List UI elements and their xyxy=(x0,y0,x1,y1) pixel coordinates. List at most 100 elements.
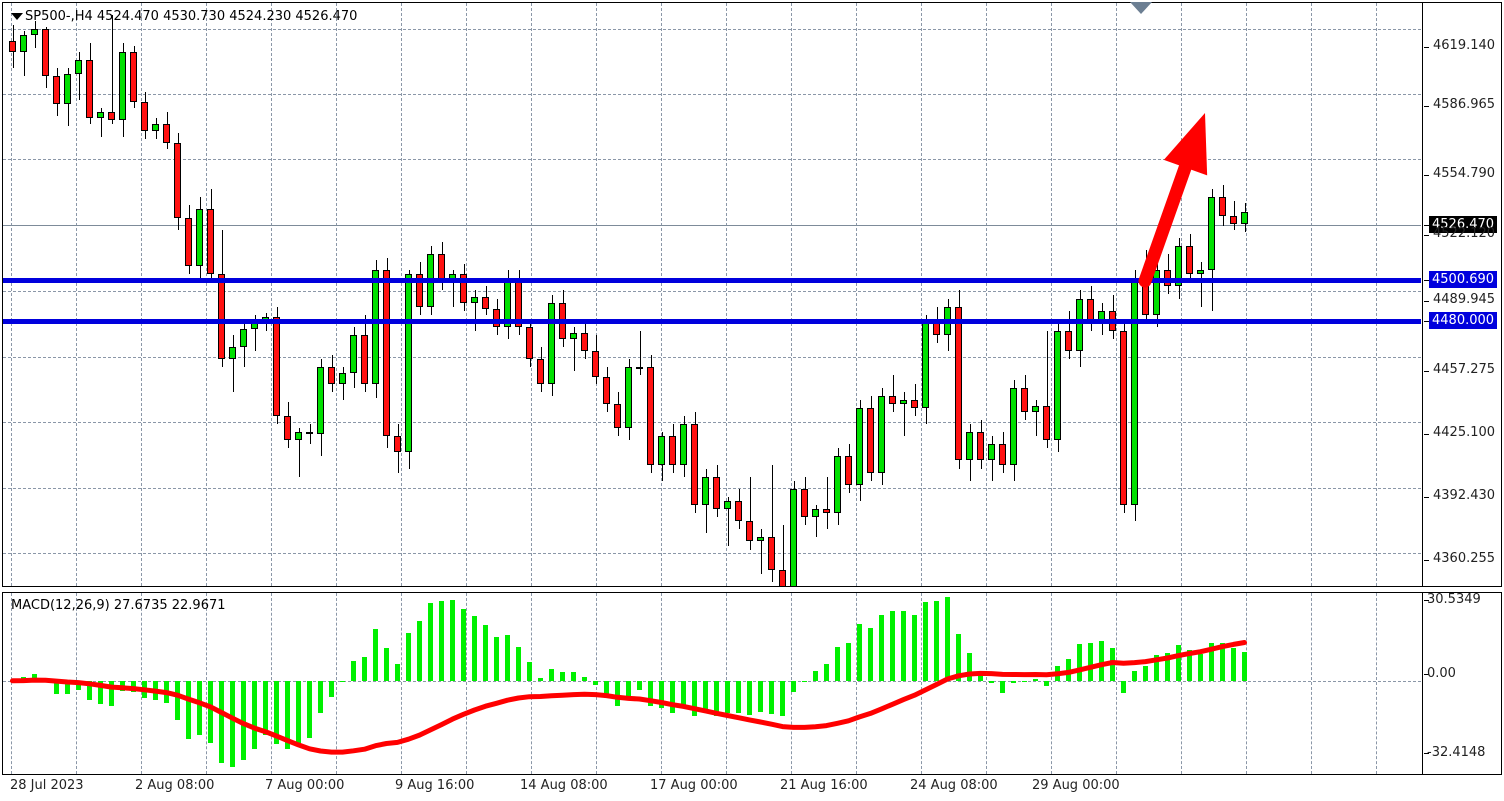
macd-histogram-bar xyxy=(1165,653,1170,681)
axis-tick xyxy=(1424,301,1429,302)
candle-bullish xyxy=(680,424,687,465)
candle-wick xyxy=(783,525,784,586)
candle-bearish xyxy=(889,395,896,404)
price-chart-pane[interactable]: SP500-,H4 4524.470 4530.730 4524.230 452… xyxy=(2,2,1502,587)
axis-price-label: 4457.275 xyxy=(1433,362,1496,377)
candle-wick xyxy=(772,464,773,582)
object-marker-icon[interactable] xyxy=(1130,2,1152,14)
macd-histogram-bar xyxy=(307,680,312,739)
macd-histogram-bar xyxy=(351,660,356,681)
candle-bullish xyxy=(75,59,82,74)
candle-bullish xyxy=(350,334,357,374)
candle-bearish xyxy=(537,359,544,384)
macd-histogram-bar xyxy=(593,680,598,685)
grid-line-vertical xyxy=(856,593,857,774)
macd-histogram-bar xyxy=(296,680,301,746)
candle-bullish xyxy=(988,444,995,461)
time-axis: 28 Jul 2023 2 Aug 08:00 7 Aug 00:00 9 Aug 1… xyxy=(2,776,1502,801)
macd-histogram-bar xyxy=(670,680,675,714)
triangle-down-icon[interactable] xyxy=(11,13,23,20)
candle-wick xyxy=(101,108,102,137)
resistance-line[interactable] xyxy=(3,278,1421,283)
grid-line-vertical xyxy=(791,3,792,586)
grid-line-vertical xyxy=(1246,593,1247,774)
macd-histogram-bar xyxy=(736,680,741,714)
candle-wick xyxy=(904,391,905,437)
macd-histogram-bar xyxy=(813,670,818,681)
macd-histogram-bar xyxy=(846,642,851,681)
candle-bearish xyxy=(592,351,599,378)
axis-tick xyxy=(1424,497,1429,498)
candle-wick xyxy=(79,51,80,101)
grid-line-vertical xyxy=(11,3,12,586)
candle-bearish xyxy=(581,332,588,352)
candle-bullish xyxy=(196,209,203,267)
axis-price-label: 4392.430 xyxy=(1433,488,1496,503)
candle-bullish xyxy=(1054,330,1061,441)
macd-histogram-bar xyxy=(395,663,400,681)
candle-bearish xyxy=(823,509,830,514)
candle-bearish xyxy=(801,488,808,518)
macd-histogram-bar xyxy=(1088,642,1093,681)
candle-bullish xyxy=(20,35,27,52)
macd-histogram-bar xyxy=(329,680,334,698)
candle-wick xyxy=(1036,399,1037,437)
axis-price-label: 4425.100 xyxy=(1433,425,1496,440)
grid-line-vertical xyxy=(856,3,857,586)
grid-line-vertical xyxy=(76,3,77,586)
macd-histogram-bar xyxy=(648,680,653,707)
candle-bearish xyxy=(691,424,698,506)
candle-bearish xyxy=(53,75,60,105)
grid-line-vertical xyxy=(531,3,532,586)
macd-histogram-bar xyxy=(1000,680,1005,694)
macd-histogram-bar xyxy=(450,600,455,681)
time-axis-label: 2 Aug 08:00 xyxy=(135,778,215,793)
current-price-line xyxy=(3,225,1421,226)
macd-histogram-bar xyxy=(340,680,345,683)
macd-signal-line xyxy=(10,640,1247,755)
macd-histogram-bar xyxy=(527,662,532,681)
candle-bearish xyxy=(1186,245,1193,275)
axis-price-label: 4619.140 xyxy=(1433,38,1496,53)
macd-histogram-bar xyxy=(923,602,928,681)
axis-price-label: 4360.255 xyxy=(1433,551,1496,566)
grid-line-horizontal xyxy=(3,487,1421,489)
candle-bullish xyxy=(1153,270,1160,315)
macd-histogram-bar xyxy=(1077,644,1082,681)
candle-bearish xyxy=(394,436,401,453)
candle-bullish xyxy=(405,274,412,453)
candle-wick xyxy=(640,330,641,376)
macd-histogram-bar xyxy=(494,637,499,681)
candle-bearish xyxy=(482,296,489,309)
macd-plot-area[interactable] xyxy=(3,593,1501,774)
macd-histogram-bar xyxy=(505,635,510,681)
candle-wick xyxy=(1047,330,1048,449)
price-plot-area[interactable] xyxy=(3,3,1501,586)
grid-line-vertical xyxy=(1311,3,1312,586)
macd-histogram-bar xyxy=(978,673,983,681)
macd-histogram-bar xyxy=(274,680,279,744)
macd-histogram-bar xyxy=(219,680,224,763)
macd-histogram-bar xyxy=(1242,651,1247,681)
macd-histogram-bar xyxy=(835,646,840,681)
grid-line-vertical xyxy=(401,593,402,774)
macd-histogram-bar xyxy=(1198,653,1203,681)
macd-histogram-bar xyxy=(241,680,246,760)
candle-bearish xyxy=(328,367,335,384)
macd-indicator-pane[interactable]: MACD(12,26,9) 27.6735 22.9671 30.5349 0.0… xyxy=(2,592,1502,775)
candle-bullish xyxy=(878,395,885,473)
macd-histogram-bar xyxy=(538,677,543,681)
candle-bearish xyxy=(614,403,621,429)
time-axis-label: 21 Aug 16:00 xyxy=(780,778,868,793)
candle-wick xyxy=(475,290,476,331)
candle-bearish xyxy=(999,444,1006,465)
grid-line-vertical xyxy=(1051,593,1052,774)
grid-line-vertical xyxy=(661,3,662,586)
macd-histogram-bar xyxy=(857,623,862,681)
candle-bullish xyxy=(702,476,709,506)
support-line[interactable] xyxy=(3,319,1421,324)
candle-bullish xyxy=(1010,387,1017,465)
candle-bearish xyxy=(460,274,467,303)
candle-bearish xyxy=(977,432,984,461)
